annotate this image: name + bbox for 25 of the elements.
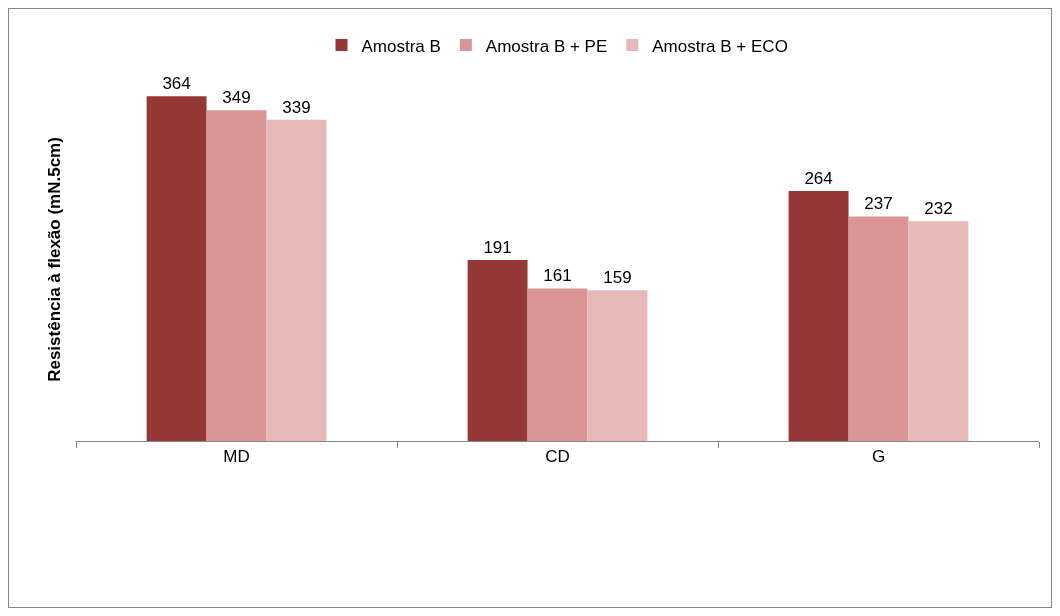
bar	[527, 288, 588, 441]
bar	[908, 221, 969, 441]
legend-label: Amostra B + ECO	[652, 36, 788, 56]
bar	[788, 190, 849, 441]
bar	[266, 119, 327, 441]
data-label: 161	[543, 266, 572, 286]
bar	[467, 260, 528, 441]
legend-label: Amostra B	[361, 36, 441, 56]
data-label: 191	[483, 238, 512, 258]
data-label: 339	[282, 97, 311, 117]
bar	[587, 290, 648, 441]
bar	[206, 110, 267, 441]
data-label: 264	[804, 168, 833, 188]
data-label: 237	[864, 194, 893, 214]
x-tick-label: MD	[223, 447, 250, 467]
data-label: 159	[603, 268, 632, 288]
x-tick-label: CD	[545, 447, 570, 467]
data-label: 364	[162, 74, 191, 94]
data-label: 349	[222, 88, 251, 108]
x-tick-label: G	[871, 447, 886, 467]
legend-label: Amostra B + PE	[485, 36, 608, 56]
y-axis-title: Resistência à flexão (mN.5cm)	[44, 137, 64, 382]
data-label: 232	[924, 199, 953, 219]
bar	[146, 96, 207, 441]
bar	[848, 216, 909, 441]
